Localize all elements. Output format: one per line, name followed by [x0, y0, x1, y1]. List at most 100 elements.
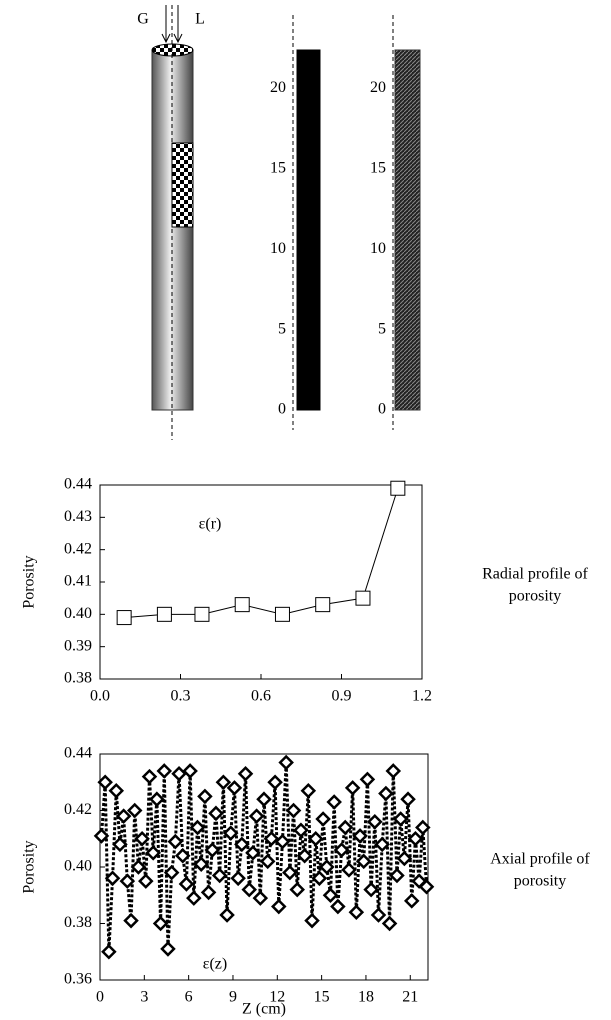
marker [322, 887, 339, 904]
marker [248, 808, 265, 824]
x-tick-label: 21 [402, 989, 418, 1006]
marker [415, 819, 431, 836]
marker [211, 867, 228, 884]
marker [245, 845, 261, 861]
marker [241, 881, 257, 898]
marker [330, 898, 346, 915]
marker [285, 802, 302, 819]
marker [141, 768, 158, 785]
marker [197, 788, 213, 805]
x-axis-label: Z (cm) [242, 1001, 286, 1018]
marker [271, 898, 287, 915]
y-tick-label: 0.38 [64, 914, 92, 931]
x-tick-label: 0.6 [251, 688, 271, 705]
marker [390, 480, 406, 496]
marker [116, 610, 132, 626]
x-tick-label: 0.9 [332, 688, 352, 705]
marker [256, 791, 272, 807]
marker [344, 780, 361, 796]
x-tick-label: 0.0 [90, 688, 110, 705]
y-axis-label: Porosity [21, 840, 38, 893]
side-note: porosity [509, 588, 561, 605]
marker [186, 890, 202, 906]
marker [341, 862, 357, 878]
column-diagram: G L [137, 5, 205, 440]
y-axis-label: Porosity [21, 555, 38, 608]
marker [300, 782, 317, 799]
marker [115, 808, 132, 824]
marker [93, 828, 110, 844]
marker [112, 836, 128, 853]
marker [234, 597, 250, 613]
marker [252, 890, 269, 906]
marker [396, 850, 413, 867]
marker [97, 774, 113, 791]
marker [200, 884, 217, 901]
marker [304, 912, 320, 929]
side-note: porosity [514, 873, 566, 890]
liquid-label: L [195, 11, 205, 28]
marker [274, 606, 290, 622]
marker [378, 785, 394, 802]
marker [156, 763, 173, 779]
marker [333, 842, 350, 858]
marker [108, 782, 125, 799]
y-tick-label: 0.38 [64, 670, 92, 687]
packing-section [171, 142, 194, 228]
marker [315, 597, 331, 613]
marker [319, 859, 335, 875]
marker [156, 606, 172, 622]
y-tick-label: 0.40 [64, 605, 92, 622]
y-tick-label: 0.42 [64, 540, 92, 557]
x-tick-label: 15 [314, 989, 330, 1006]
marker [418, 879, 435, 895]
marker [163, 864, 180, 881]
marker [219, 907, 235, 923]
marker [282, 864, 298, 881]
side-note: Radial profile of [482, 566, 588, 583]
y-tick-label: 0 [378, 401, 386, 418]
bar [394, 49, 421, 411]
y-tick-label: 15 [370, 160, 386, 177]
marker [178, 876, 195, 892]
marker [267, 774, 283, 791]
x-tick-label: 12 [269, 989, 285, 1006]
marker [152, 915, 169, 932]
marker [392, 811, 409, 827]
y-tick-label: 0.40 [64, 858, 92, 875]
inlet-arrows [161, 5, 183, 44]
marker [167, 833, 184, 850]
x-tick-label: 3 [140, 989, 148, 1006]
y-tick-label: 0.36 [64, 971, 92, 988]
x-tick-label: 0 [96, 989, 104, 1006]
x-tick-label: 0.3 [171, 688, 191, 705]
marker [400, 791, 416, 807]
marker [189, 819, 206, 836]
y-tick-label: 0 [278, 401, 286, 418]
y-tick-label: 10 [270, 240, 286, 257]
y-tick-label: 0.42 [64, 801, 92, 818]
marker [311, 870, 328, 887]
marker [215, 774, 232, 791]
marker [355, 853, 372, 870]
marker [194, 606, 210, 622]
marker [315, 811, 331, 827]
marker [289, 881, 306, 898]
x-tick-label: 9 [229, 989, 237, 1006]
marker [307, 830, 324, 847]
marker [293, 822, 309, 839]
marker [149, 791, 165, 807]
y-tick-label: 5 [278, 320, 286, 337]
annotation: ε(z) [203, 956, 227, 973]
marker [296, 847, 313, 864]
marker [226, 780, 243, 796]
marker [230, 870, 246, 887]
marker [222, 825, 239, 841]
marker [182, 763, 198, 779]
marker [355, 590, 371, 606]
marker [134, 830, 150, 847]
marker [145, 845, 161, 861]
annotation: ε(r) [199, 516, 222, 533]
marker [234, 836, 250, 853]
